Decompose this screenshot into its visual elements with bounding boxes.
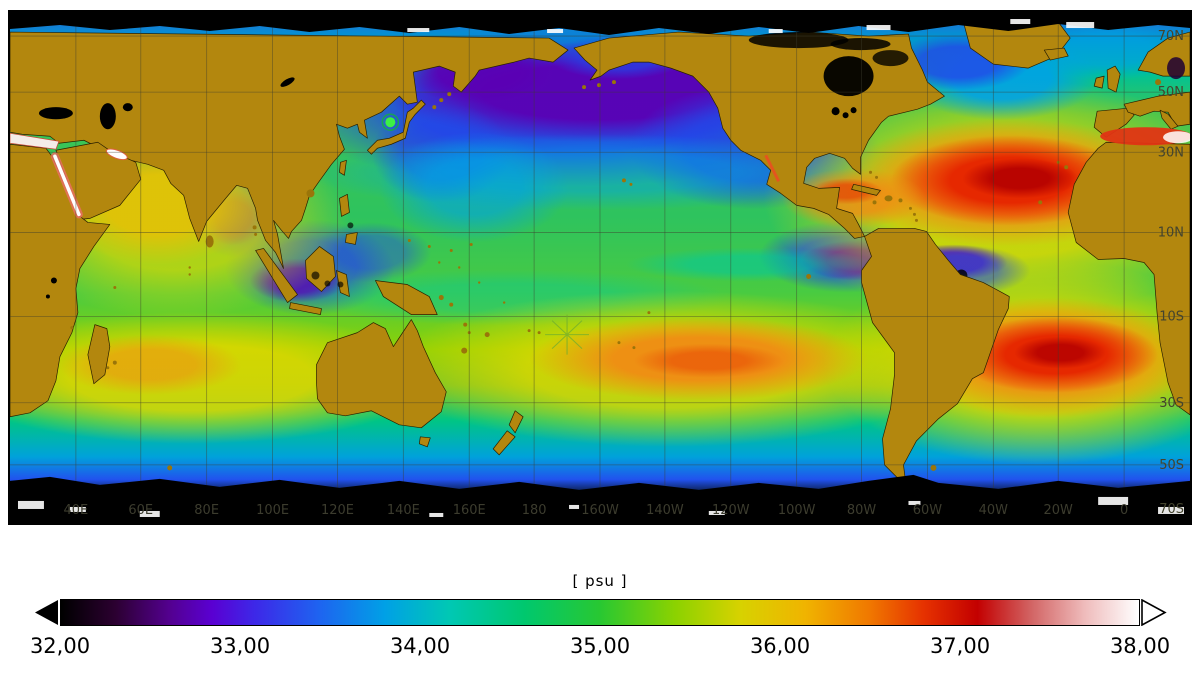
lon-label: 100E: [256, 503, 289, 518]
lon-label: 60W: [913, 503, 942, 518]
lon-label: 120W: [712, 503, 750, 518]
taiwan: [339, 159, 347, 176]
lon-label: 160E: [453, 503, 486, 518]
colorbar-tick-label: 35,00: [569, 634, 631, 658]
lat-label: 30S: [1159, 396, 1184, 411]
lon-label: 40E: [64, 503, 89, 518]
madagascar: [87, 324, 111, 385]
java: [289, 302, 322, 315]
tasmania: [418, 436, 431, 448]
colorbar-left-arrow-icon: [35, 600, 58, 625]
britain: [1106, 65, 1121, 93]
lon-label: 80E: [194, 503, 219, 518]
lon-label: 180: [522, 503, 547, 518]
lon-label: 80W: [847, 503, 876, 518]
lon-label: 60E: [128, 503, 153, 518]
cuba: [851, 183, 881, 196]
lat-label: 50S: [1159, 458, 1184, 473]
greenland: [963, 21, 1071, 69]
africa-west: [1067, 141, 1190, 416]
australia: [316, 319, 447, 429]
luzon: [339, 194, 350, 217]
lon-label: 40W: [979, 503, 1008, 518]
eurasia: [10, 31, 569, 269]
lon-label: 140W: [646, 503, 684, 518]
polar-no-data: [10, 12, 1190, 523]
iceland: [1043, 47, 1069, 61]
lat-label: 30N: [1158, 145, 1184, 160]
south-america: [861, 228, 1010, 482]
colorbar-tick-label: 32,00: [29, 634, 91, 658]
lon-label: 160W: [581, 503, 619, 518]
ireland: [1093, 75, 1105, 89]
colorbar-tick-label: 36,00: [749, 634, 811, 658]
colorbar-tick-label: 38,00: [1109, 634, 1171, 658]
sea-ice-specks: [17, 19, 1185, 517]
lat-label: 10N: [1158, 225, 1184, 240]
salinity-map: 70N 50N 30N 10N 10S 30S 50S 70S 40E 60E 80E 100E 120…: [10, 12, 1190, 523]
lon-label: 0: [1120, 503, 1128, 518]
colorbar-tick-label: 34,00: [389, 634, 451, 658]
antarctic-band: [10, 474, 1190, 523]
mindanao: [345, 232, 358, 245]
nz-south: [492, 430, 516, 456]
landmasses: [10, 21, 1190, 482]
colorbar-tick-label: 37,00: [929, 634, 991, 658]
arctic-band: [10, 12, 1190, 36]
lon-label: 140E: [387, 503, 420, 518]
colorbar-ticks: 32,00 33,00 34,00 35,00 36,00 37,00 38,00: [0, 634, 1200, 664]
lat-label: 70S: [1159, 502, 1184, 517]
colorbar-right-arrow-icon: [1141, 599, 1167, 626]
new-guinea: [375, 280, 438, 315]
lon-label: 20W: [1044, 503, 1073, 518]
lon-label: 100W: [778, 503, 816, 518]
colorbar-tick-label: 33,00: [209, 634, 271, 658]
lat-label: 70N: [1158, 29, 1184, 44]
lat-label: 50N: [1158, 85, 1184, 100]
italy: [1159, 109, 1179, 130]
colorbar-gradient: [60, 599, 1140, 626]
lon-label: 120E: [321, 503, 354, 518]
map-labels: 70N 50N 30N 10N 10S 30S 50S 70S 40E 60E 80E 100E 120…: [64, 29, 1184, 518]
interpolation-artifact: [545, 314, 590, 355]
map-frame: 70N 50N 30N 10N 10S 30S 50S 70S 40E 60E 80E 100E 120…: [8, 10, 1192, 525]
lat-label: 10S: [1159, 310, 1184, 325]
small-islands: [70, 79, 1162, 471]
japan: [367, 99, 426, 155]
sumatra: [255, 248, 298, 303]
borneo: [305, 246, 336, 292]
colorbar-title: [ psu ]: [572, 572, 628, 590]
nz-north: [508, 410, 524, 434]
